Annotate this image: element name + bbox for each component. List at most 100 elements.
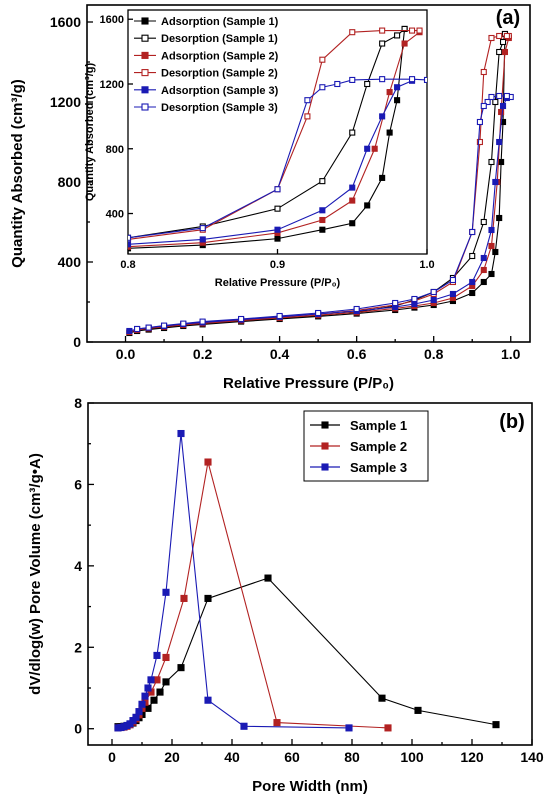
series-line-sample-1	[118, 577, 497, 728]
inset-data-point-adsorption-sample-1	[319, 226, 326, 233]
data-point-sample-3	[162, 588, 170, 596]
inset-data-point-desorption-sample-3	[423, 76, 427, 84]
inset-data-point-adsorption-sample-3	[128, 241, 132, 248]
data-point-adsorption-sample-3	[449, 290, 457, 298]
data-point-adsorption-sample-1	[496, 214, 503, 222]
inset-data-point-desorption-sample-1	[349, 129, 356, 136]
inset-data-point-adsorption-sample-2	[386, 89, 393, 96]
data-point-sample-1	[492, 721, 500, 729]
inset-y-tick-label: 400	[106, 209, 124, 221]
legend-label-adsorption-sample-2: Adsorption (Sample 2)	[161, 50, 279, 62]
y-tick-label: 4	[74, 558, 82, 574]
panel-b-plot-frame	[87, 402, 533, 746]
x-tick-label: 40	[224, 749, 240, 765]
legend-label-sample-3: Sample 3	[350, 460, 407, 475]
y-axis-title: Quantity Absorbed (cm³/g)	[9, 79, 26, 268]
x-axis-title: Relative Pressure (P/P₀)	[223, 375, 394, 392]
inset-data-point-desorption-sample-3	[128, 234, 132, 241]
y-tick-label: 8	[74, 395, 82, 411]
inset-data-point-adsorption-sample-3	[199, 236, 206, 243]
y-tick-label: 400	[58, 254, 82, 270]
data-point-desorption-sample-3	[496, 92, 503, 100]
inset-data-point-desorption-sample-1	[394, 32, 401, 39]
data-point-sample-3	[144, 684, 152, 692]
data-point-desorption-sample-3	[476, 118, 483, 126]
inset-data-point-adsorption-sample-3	[379, 113, 386, 120]
inset-data-point-adsorption-sample-1	[364, 202, 371, 209]
legend-label-adsorption-sample-1: Adsorption (Sample 1)	[161, 16, 279, 28]
data-point-sample-3	[177, 429, 185, 438]
legend-marker-desorption-sample-3	[141, 103, 149, 111]
legend-marker-desorption-sample-1	[141, 34, 149, 42]
data-point-sample-3	[132, 713, 140, 721]
x-tick-label: 0	[108, 749, 116, 765]
data-point-adsorption-sample-1	[469, 289, 476, 297]
data-point-desorption-sample-3	[449, 276, 457, 284]
inset-series-line-adsorption-sample-1	[128, 28, 406, 249]
data-point-adsorption-sample-2	[488, 242, 495, 250]
data-point-desorption-sample-2	[496, 32, 503, 40]
legend-marker-sample-2	[321, 442, 329, 450]
x-tick-label: 0.2	[193, 346, 213, 362]
data-point-desorption-sample-1	[480, 218, 487, 226]
data-point-desorption-sample-1	[469, 252, 476, 260]
inset-data-point-desorption-sample-3	[304, 97, 311, 104]
series-line-sample-2	[117, 461, 389, 729]
data-point-desorption-sample-3	[315, 309, 322, 317]
inset-data-point-adsorption-sample-2	[371, 145, 378, 152]
legend-label-sample-2: Sample 2	[350, 439, 407, 454]
data-point-sample-2	[162, 653, 170, 662]
data-point-adsorption-sample-1	[480, 278, 487, 286]
data-point-desorption-sample-3	[160, 322, 168, 329]
inset-data-point-desorption-sample-2	[379, 27, 386, 34]
data-point-sample-1	[204, 594, 212, 602]
inset-data-point-adsorption-sample-3	[319, 207, 326, 214]
x-axis-title: Pore Width (nm)	[252, 778, 368, 795]
series-line-adsorption-sample-1	[129, 33, 506, 334]
legend-label-desorption-sample-3: Desorption (Sample 3)	[161, 102, 278, 114]
inset-y-tick-label: 1600	[100, 14, 124, 26]
y-tick-label: 1600	[50, 14, 81, 30]
inset-y-tick-label: 800	[106, 144, 124, 156]
data-point-adsorption-sample-2	[480, 266, 487, 274]
data-point-desorption-sample-3	[488, 93, 495, 101]
data-point-desorption-sample-2	[488, 34, 495, 42]
x-tick-label: 100	[400, 749, 424, 765]
data-point-sample-3	[135, 708, 143, 716]
panel-a-label: (a)	[496, 7, 520, 29]
data-point-adsorption-sample-3	[126, 327, 133, 335]
x-tick-label: 0.6	[347, 346, 367, 362]
data-point-sample-1	[144, 704, 152, 712]
inset-data-point-desorption-sample-1	[379, 40, 386, 47]
data-point-adsorption-sample-2	[498, 108, 505, 116]
data-point-desorption-sample-3	[238, 315, 245, 323]
data-point-desorption-sample-2	[476, 138, 483, 146]
inset-plot-frame	[127, 9, 428, 255]
inset-data-point-adsorption-sample-2	[401, 40, 408, 47]
legend-label-adsorption-sample-3: Adsorption (Sample 3)	[161, 85, 279, 97]
inset-data-point-desorption-sample-3	[199, 225, 206, 232]
data-point-adsorption-sample-3	[499, 102, 507, 110]
panel-b-label: (b)	[499, 411, 525, 433]
legend-marker-adsorption-sample-1	[141, 17, 149, 25]
x-tick-label: 120	[460, 749, 484, 765]
data-point-adsorption-sample-1	[488, 270, 495, 278]
data-point-desorption-sample-3	[145, 324, 152, 331]
y-tick-label: 6	[74, 476, 82, 492]
inset-x-tick-label: 1.0	[419, 259, 434, 271]
data-point-desorption-sample-3	[392, 299, 399, 307]
data-point-sample-1	[177, 664, 185, 672]
data-point-adsorption-sample-3	[488, 226, 495, 234]
inset-data-point-desorption-sample-2	[349, 29, 356, 36]
x-tick-label: 80	[344, 749, 360, 765]
inset-data-point-adsorption-sample-1	[394, 97, 401, 104]
inset-data-point-adsorption-sample-1	[274, 235, 281, 242]
panel-a-plot-frame	[86, 4, 531, 343]
x-tick-label: 0.4	[270, 346, 290, 362]
data-point-sample-3	[153, 651, 161, 659]
inset-data-point-desorption-sample-3	[274, 186, 281, 193]
inset-data-point-desorption-sample-1	[364, 80, 371, 88]
inset-data-point-desorption-sample-3	[334, 80, 341, 88]
data-point-sample-2	[180, 594, 188, 602]
